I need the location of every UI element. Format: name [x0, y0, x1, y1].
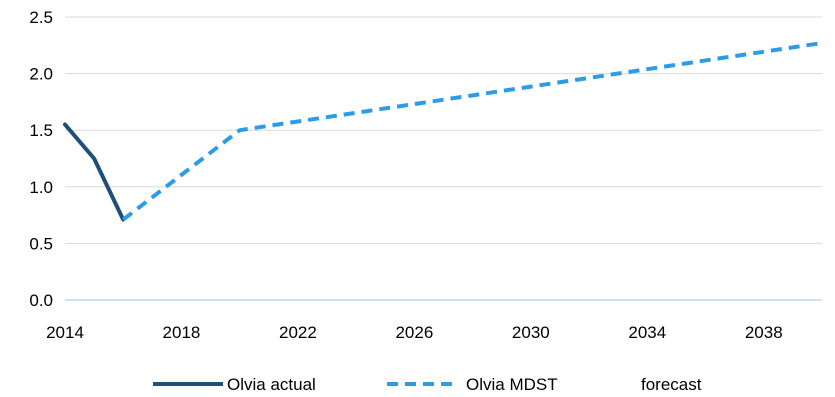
y-tick-label: 2.5 — [29, 8, 53, 27]
y-tick-label: 0.5 — [29, 234, 53, 253]
x-tick-label: 2030 — [512, 323, 550, 342]
x-axis-tick-labels: 2014 2018 2022 2026 2030 2034 2038 — [46, 323, 783, 342]
x-tick-label: 2022 — [279, 323, 317, 342]
x-tick-label: 2026 — [395, 323, 433, 342]
legend-label-olvia-actual: Olvia actual — [227, 375, 316, 394]
series-lines — [63, 41, 823, 222]
y-tick-label: 1.5 — [29, 121, 53, 140]
y-tick-label: 2.0 — [29, 65, 53, 84]
series-line-olvia-actual — [63, 122, 126, 222]
x-tick-label: 2018 — [163, 323, 201, 342]
gridlines — [65, 16, 822, 301]
y-tick-label: 0.0 — [29, 291, 53, 310]
legend-label-olvia-mdst: Olvia MDST — [466, 375, 558, 394]
y-axis-tick-labels: 0.0 0.5 1.0 1.5 2.0 2.5 — [29, 8, 53, 310]
x-tick-label: 2038 — [745, 323, 783, 342]
x-tick-label: 2014 — [46, 323, 84, 342]
legend-label-forecast: forecast — [641, 375, 702, 394]
x-tick-label: 2034 — [628, 323, 666, 342]
series-line-olvia-mdst — [121, 41, 823, 222]
legend: Olvia actual Olvia MDST forecast — [153, 375, 702, 394]
y-tick-label: 1.0 — [29, 178, 53, 197]
